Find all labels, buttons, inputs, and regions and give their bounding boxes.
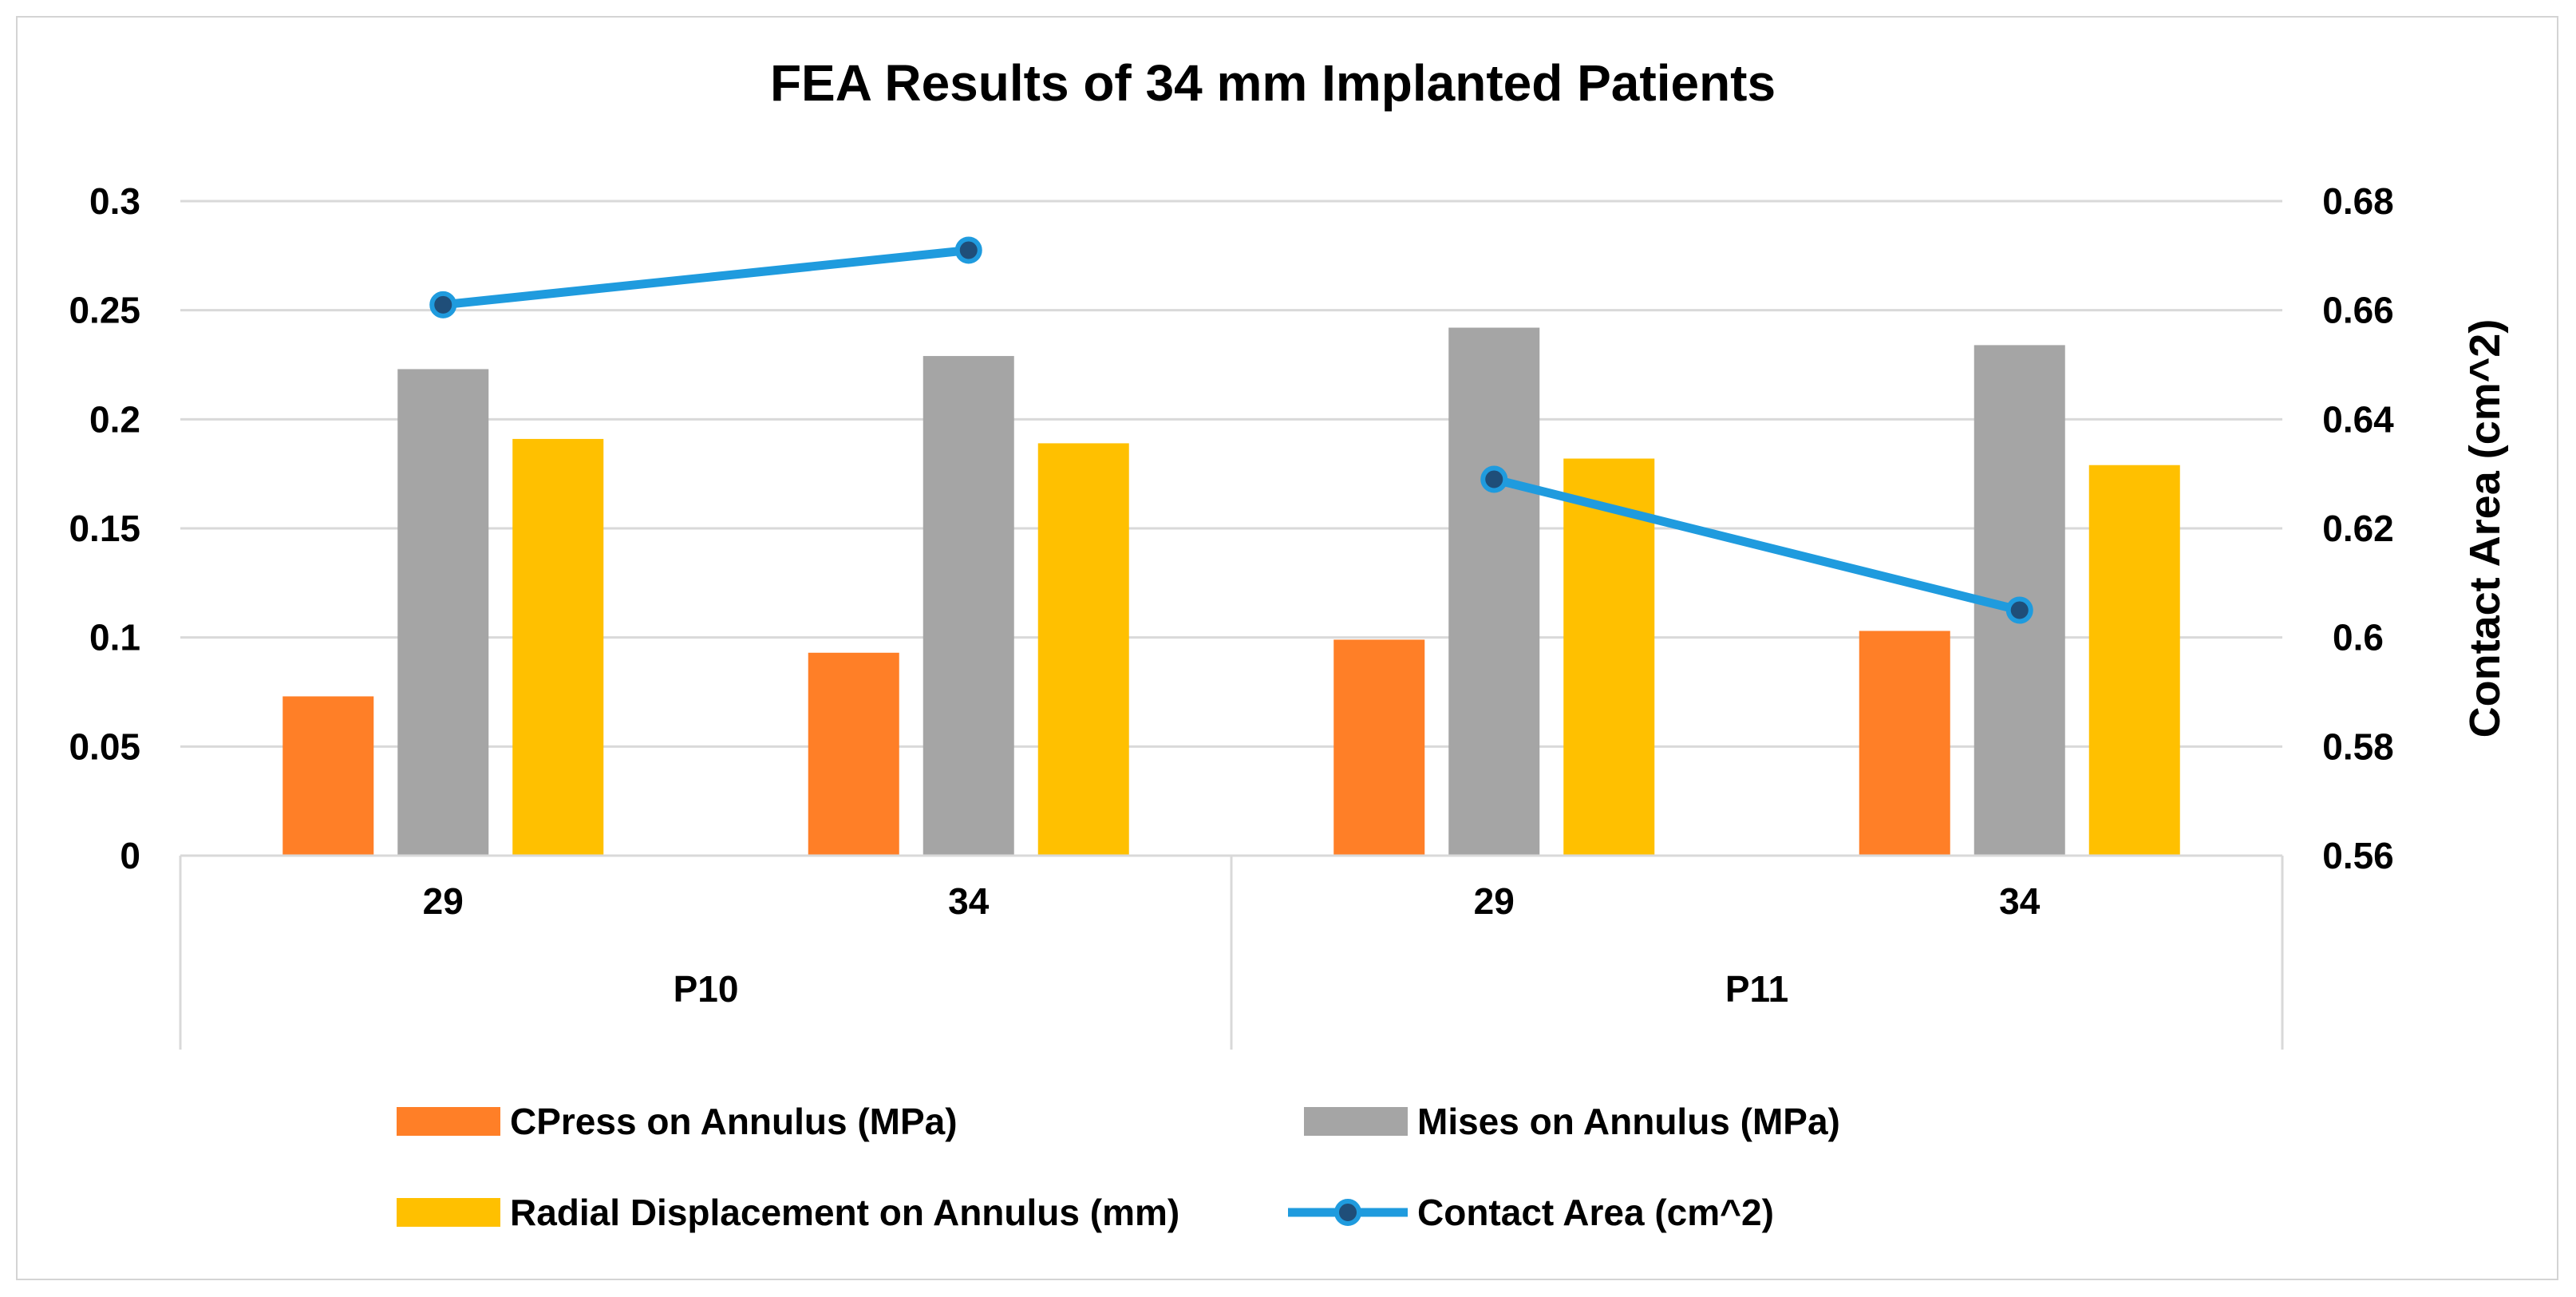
legend-mises-on-annulus-mpa-swatch [1304,1107,1408,1136]
y-left-tick-label: 0 [120,835,140,876]
chart: FEA Results of 34 mm Implanted Patients … [69,54,2509,1233]
contact-area-point [2005,596,2033,624]
group-label: P10 [674,968,739,1010]
y-left-tick-label: 0.05 [69,726,140,767]
bar-radial-displacement-on-annulus-mm [1563,458,1655,856]
y-right-tick-label: 0.6 [2333,617,2384,658]
y-right-tick-label: 0.56 [2322,835,2394,876]
contact-area-point [954,236,982,264]
bar-mises-on-annulus-mpa [923,356,1014,856]
y-right-tick-label: 0.68 [2322,180,2394,222]
chart-frame: FEA Results of 34 mm Implanted Patients … [16,16,2558,1280]
y-left-tick-label: 0.15 [69,508,140,549]
y-right-axis-title: Contact Area (cm^2) [2461,319,2509,738]
legend-contact-area-cm-2-marker [1334,1199,1361,1226]
category-label: 34 [1999,880,2041,922]
contact-area-line [429,236,2033,624]
gridlines [180,200,2282,748]
bar-mises-on-annulus-mpa [397,369,489,856]
axes: 0 0.05 0.1 0.15 0.2 0.25 0.3 0.56 0.58 0.6 0.62 0.6… [69,180,2509,1050]
y-right-tick-label: 0.58 [2322,726,2394,767]
y-left-tick-label: 0.1 [89,617,140,658]
bar-cpress-on-annulus-mpa [808,652,899,856]
y-left-tick-label: 0.2 [89,398,140,440]
contact-area-segment [438,246,974,310]
y-left-tick-label: 0.25 [69,290,140,331]
group-label: P11 [1725,968,1788,1010]
bar-radial-displacement-on-annulus-mm [2088,465,2180,856]
bar-mises-on-annulus-mpa [1448,327,1540,856]
contact-area-point [1480,465,1508,493]
category-label: 29 [1474,880,1515,922]
y-right-tick-label: 0.62 [2322,508,2394,549]
legend-cpress-on-annulus-mpa-swatch [397,1107,500,1136]
y-right-tick-label: 0.66 [2322,290,2394,331]
legend: CPress on Annulus (MPa) Mises on Annulus … [397,1101,1840,1233]
bar-cpress-on-annulus-mpa [1859,631,1950,856]
legend-cpress-on-annulus-mpa-label: CPress on Annulus (MPa) [510,1101,958,1142]
bar-cpress-on-annulus-mpa [282,696,374,856]
contact-area-segment [1489,475,2025,615]
legend-radial-displacement-on-annulus-mm-label: Radial Displacement on Annulus (mm) [510,1192,1179,1233]
legend-radial-displacement-on-annulus-mm-swatch [397,1198,500,1227]
bar-cpress-on-annulus-mpa [1333,639,1425,856]
y-right-tick-label: 0.64 [2322,398,2394,440]
bar-radial-displacement-on-annulus-mm [1037,443,1129,856]
y-left-tick-label: 0.3 [89,180,140,222]
category-label: 34 [948,880,990,922]
bar-radial-displacement-on-annulus-mm [512,438,604,856]
legend-mises-on-annulus-mpa-label: Mises on Annulus (MPa) [1417,1101,1840,1142]
category-label: 29 [423,880,464,922]
legend-contact-area-cm-2-label: Contact Area (cm^2) [1417,1192,1774,1233]
chart-title: FEA Results of 34 mm Implanted Patients [770,54,1776,112]
bars [282,327,2180,856]
contact-area-point [429,291,457,318]
